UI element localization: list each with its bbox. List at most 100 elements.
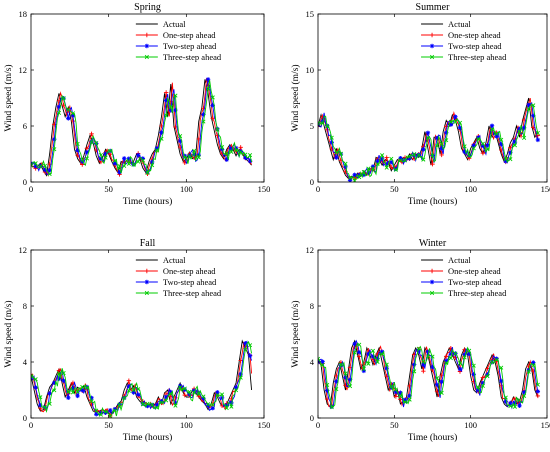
series-point bbox=[75, 141, 80, 146]
series-point bbox=[352, 172, 357, 178]
series-point bbox=[201, 396, 206, 401]
series-point bbox=[126, 388, 131, 393]
series-line-three-step-ahead bbox=[318, 103, 539, 182]
series-point bbox=[168, 391, 173, 396]
series-point bbox=[75, 148, 80, 153]
series-point bbox=[526, 102, 531, 108]
series-point bbox=[80, 387, 85, 393]
y-axis-label: Wind speed (m/s) bbox=[3, 64, 14, 131]
series-point bbox=[136, 387, 141, 392]
x-axis-label: Time (hours) bbox=[408, 196, 458, 207]
series-point bbox=[522, 393, 527, 399]
series-point bbox=[370, 164, 376, 169]
series-point bbox=[233, 385, 239, 390]
series-point bbox=[457, 125, 463, 130]
series-point bbox=[320, 362, 325, 368]
series-point bbox=[389, 384, 394, 389]
series-point bbox=[42, 167, 48, 172]
series-point bbox=[435, 376, 440, 381]
x-tick-label: 100 bbox=[180, 420, 193, 430]
x-tick-label: 150 bbox=[258, 420, 271, 430]
series-point bbox=[366, 361, 371, 366]
series-point bbox=[421, 362, 426, 368]
plot-frame bbox=[317, 249, 548, 419]
series-point bbox=[70, 111, 76, 116]
series-point bbox=[103, 410, 108, 415]
y-axis-label: Wind speed (m/s) bbox=[290, 300, 301, 367]
series-point bbox=[522, 135, 527, 140]
series-point bbox=[233, 148, 239, 153]
series-point bbox=[33, 377, 38, 382]
series-point bbox=[448, 351, 454, 357]
series-point bbox=[430, 161, 435, 167]
series-point bbox=[122, 156, 127, 161]
series-point bbox=[444, 354, 449, 359]
series-point bbox=[182, 386, 187, 391]
series-point bbox=[476, 387, 481, 392]
series-point bbox=[47, 168, 52, 173]
series-point bbox=[243, 152, 248, 157]
series-point bbox=[535, 393, 541, 399]
series-point bbox=[421, 368, 426, 374]
x-tick-label: 50 bbox=[104, 420, 113, 430]
series-point bbox=[526, 369, 531, 374]
series-point bbox=[467, 348, 472, 353]
y-tick-label: 0 bbox=[23, 413, 27, 423]
series-point bbox=[425, 349, 431, 354]
series-point bbox=[149, 159, 155, 165]
series-point bbox=[407, 393, 412, 399]
y-tick-label: 10 bbox=[306, 65, 315, 75]
series-point bbox=[177, 138, 183, 144]
series-point bbox=[89, 140, 94, 145]
series-point bbox=[343, 164, 348, 170]
y-axis-label: Wind speed (m/s) bbox=[290, 64, 301, 131]
series-point bbox=[480, 375, 486, 380]
series-point bbox=[398, 390, 403, 395]
series-point bbox=[471, 372, 476, 377]
series-point bbox=[416, 346, 421, 351]
series-point bbox=[173, 107, 178, 113]
series-point bbox=[206, 402, 211, 407]
series-point bbox=[407, 397, 412, 402]
series-point bbox=[531, 360, 536, 365]
y-tick-label: 5 bbox=[310, 121, 314, 131]
series-point bbox=[201, 119, 206, 124]
series-point bbox=[238, 375, 243, 380]
series-point bbox=[425, 135, 430, 140]
series-point bbox=[66, 116, 71, 121]
y-tick-label: 8 bbox=[23, 301, 27, 311]
series-point bbox=[126, 161, 131, 166]
series-point bbox=[531, 103, 536, 108]
series-point bbox=[205, 77, 211, 82]
series-point bbox=[238, 149, 243, 154]
series-point bbox=[173, 93, 178, 98]
series-point bbox=[135, 152, 141, 158]
series-point bbox=[112, 406, 118, 412]
legend-entry: Three-step ahead bbox=[448, 288, 507, 298]
x-axis-label: Time (hours) bbox=[408, 432, 458, 443]
legend-marker bbox=[429, 290, 435, 296]
series-point bbox=[131, 390, 136, 395]
series-point bbox=[206, 86, 211, 91]
series-point bbox=[402, 397, 408, 402]
series-point bbox=[352, 178, 357, 182]
series-line-three-step-ahead bbox=[31, 340, 253, 417]
series-point bbox=[370, 348, 376, 353]
series-point bbox=[503, 399, 508, 404]
series-point bbox=[103, 151, 108, 157]
series-point bbox=[480, 143, 486, 149]
x-tick-label: 0 bbox=[316, 184, 320, 194]
series-point bbox=[379, 156, 385, 161]
subplot-spring: 0 50 100 150 0 6 12 18 Spring Time (hours) Wind sp… bbox=[3, 2, 270, 207]
series-point bbox=[466, 351, 472, 357]
series-point bbox=[499, 378, 504, 384]
series-point bbox=[471, 146, 476, 151]
series-point bbox=[485, 143, 490, 148]
series-point bbox=[42, 163, 48, 168]
series-point bbox=[233, 388, 239, 393]
series-point bbox=[154, 146, 160, 151]
series-point bbox=[56, 368, 62, 373]
chart-title: Summer bbox=[416, 2, 451, 13]
series-point bbox=[347, 384, 353, 389]
